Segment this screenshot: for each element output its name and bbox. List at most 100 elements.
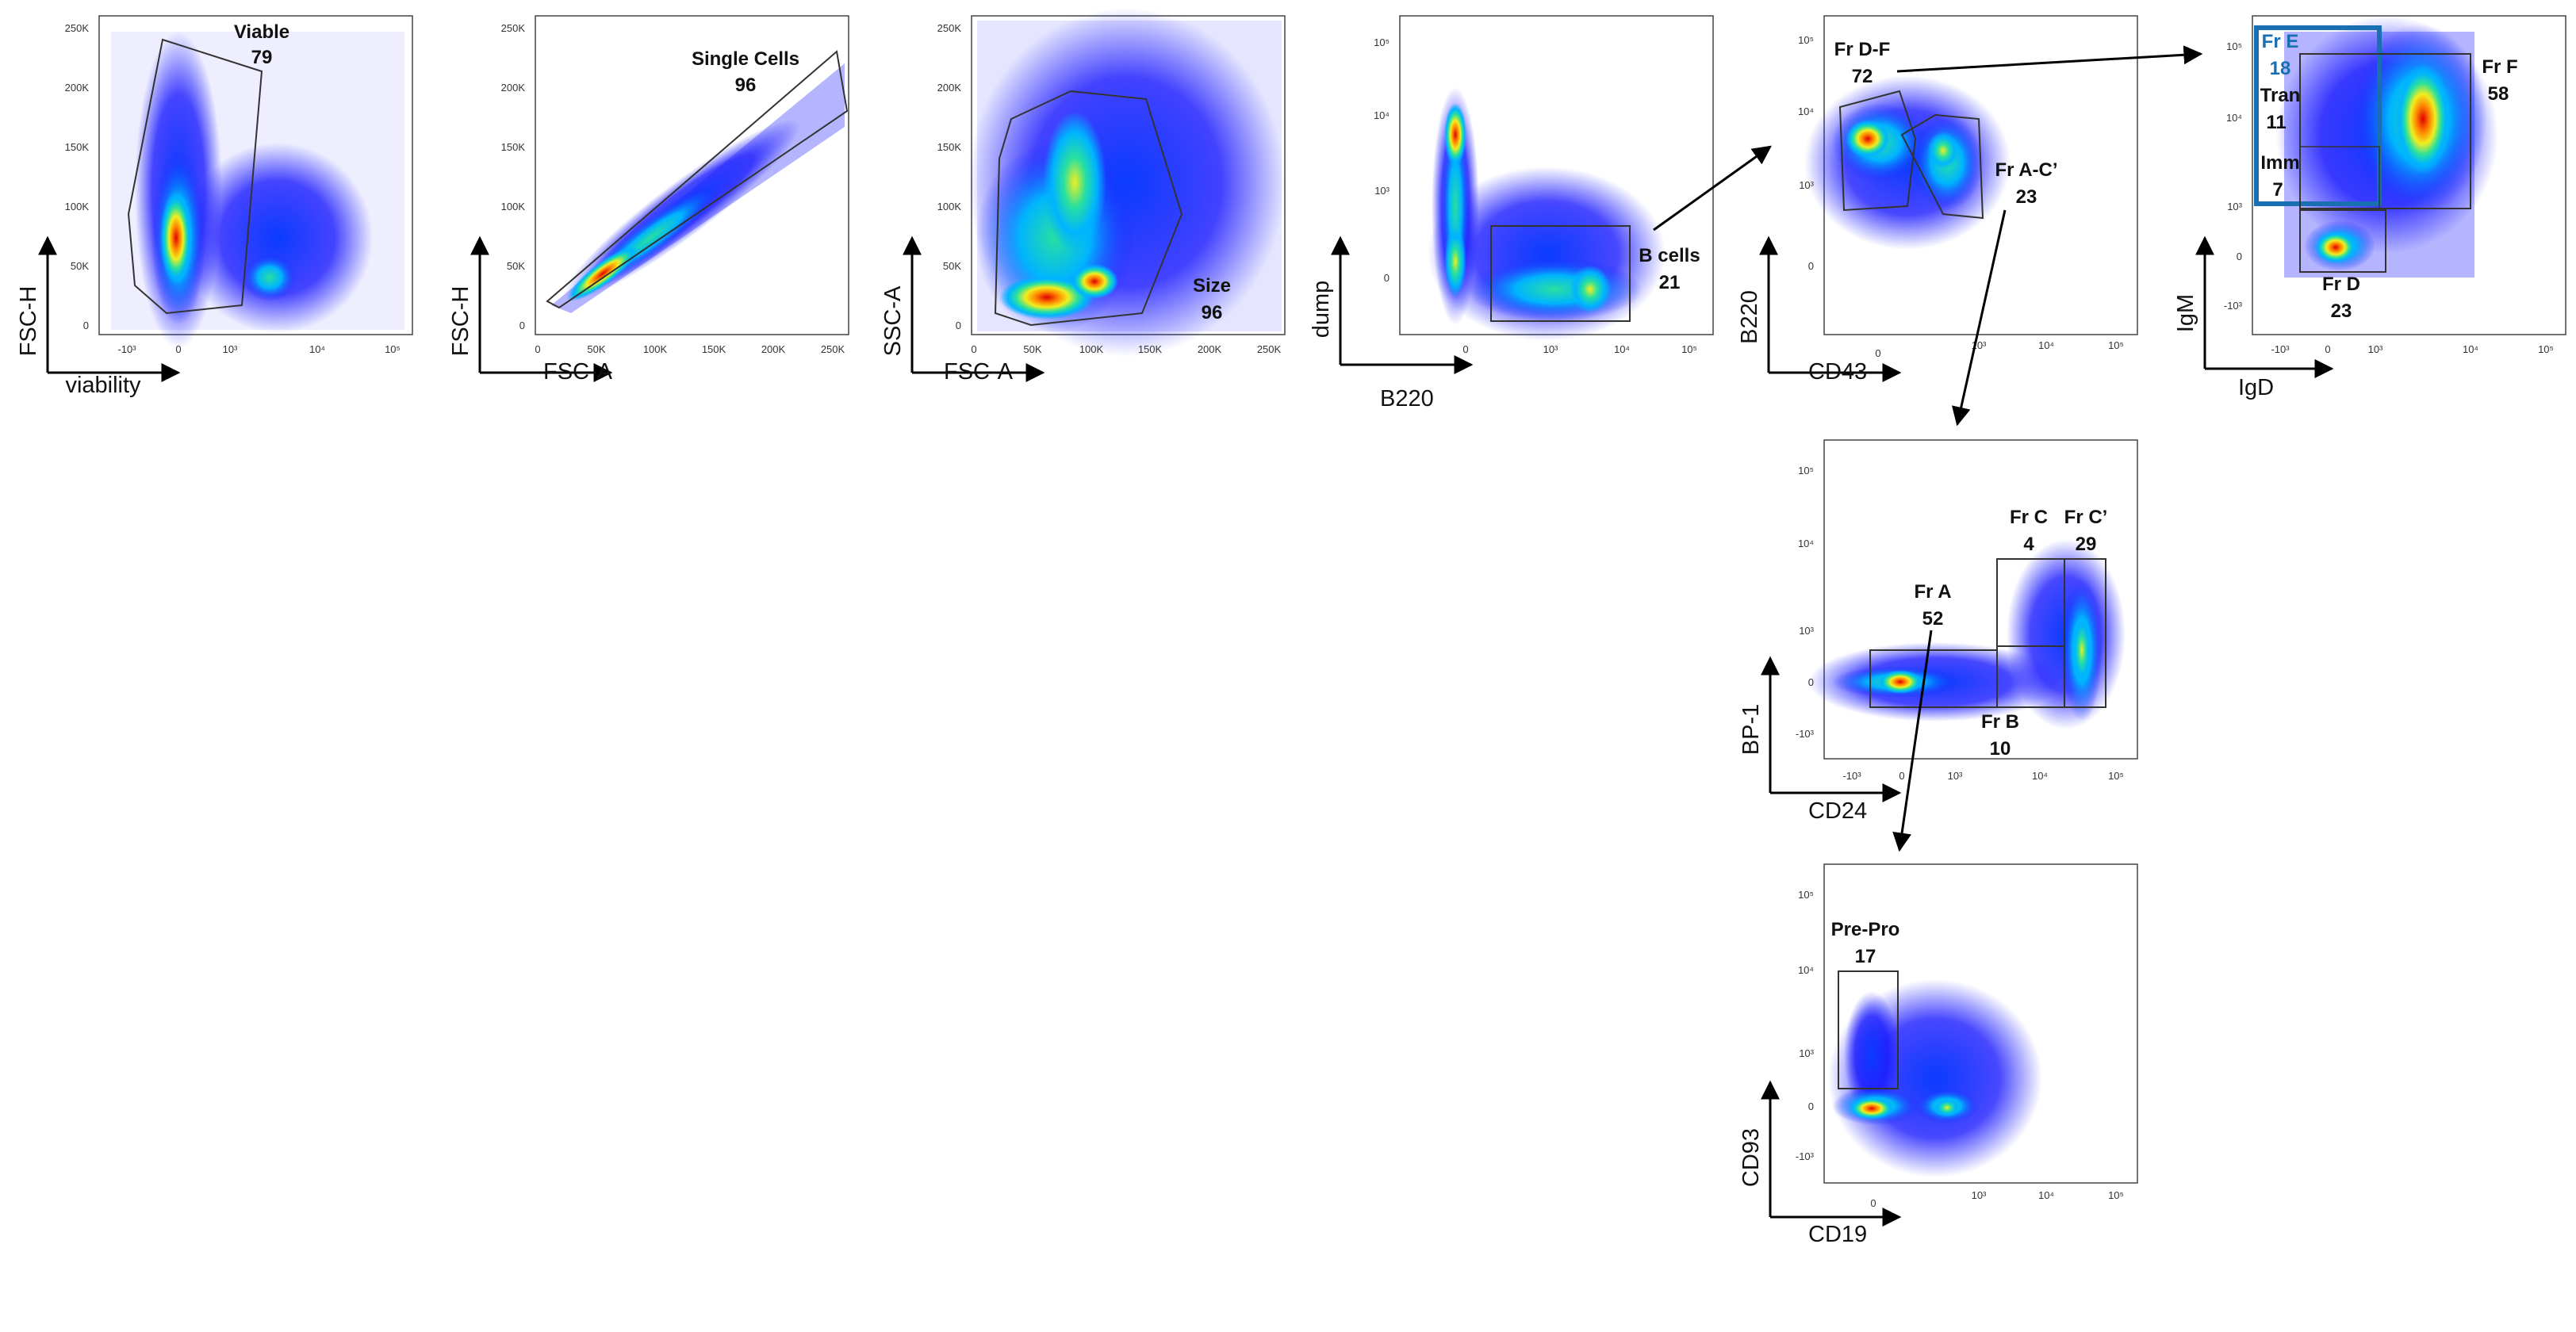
y-tick: 10⁵ bbox=[1798, 889, 1814, 901]
panel-b220-dump: B cells 21 0 10³ 10⁴ 10⁵ 0 10³ 10⁴ 10⁵ d… bbox=[1309, 15, 1714, 411]
x-tick: 10³ bbox=[1543, 343, 1558, 355]
gate-label-fr-e: Fr E bbox=[2262, 31, 2299, 52]
y-tick: 0 bbox=[1384, 272, 1390, 284]
x-tick: 50K bbox=[1023, 343, 1041, 355]
y-axis-label: FSC-H bbox=[16, 286, 41, 357]
x-tick: 0 bbox=[1462, 343, 1468, 355]
y-axis-label: SSC-A bbox=[880, 285, 906, 356]
panel-fsca-fsch: Single Cells 96 0 50K 100K 150K 200K 250… bbox=[448, 15, 849, 385]
y-tick: 250K bbox=[501, 22, 526, 34]
panel-cd24-bp1: Fr A 52 Fr B 10 Fr C 4 Fr C’ 29 -10³ 0 1… bbox=[1738, 439, 2138, 824]
x-tick: 250K bbox=[821, 343, 845, 355]
x-tick: -10³ bbox=[117, 343, 136, 355]
x-tick: 0 bbox=[175, 343, 181, 355]
y-tick: 50K bbox=[71, 260, 89, 272]
density-cloud bbox=[968, 8, 1285, 357]
x-tick-labels: -10³ 0 10³ 10⁴ 10⁵ bbox=[117, 343, 400, 355]
panel-cd19-cd93: Pre-Pro 17 -10³ 0 10³ 10⁴ 10⁵ 0 10³ 10⁴ … bbox=[1738, 863, 2138, 1247]
y-tick: 10³ bbox=[1799, 179, 1814, 191]
x-tick: 150K bbox=[1138, 343, 1163, 355]
y-tick: 150K bbox=[65, 141, 90, 153]
y-axis-label: B220 bbox=[1737, 290, 1762, 344]
y-tick: 200K bbox=[937, 82, 962, 94]
x-axis-label: CD19 bbox=[1808, 1222, 1867, 1247]
y-tick-labels: 0 10³ 10⁴ 10⁵ bbox=[1798, 34, 1815, 272]
gate-label-fr-c: Fr C bbox=[2010, 507, 2048, 528]
y-tick: 10⁵ bbox=[2226, 40, 2242, 52]
y-tick: 10³ bbox=[2227, 201, 2242, 212]
gate-b-cells bbox=[1490, 225, 1631, 322]
x-tick: 200K bbox=[761, 343, 786, 355]
x-tick: 10⁵ bbox=[1681, 343, 1697, 355]
x-tick: 10⁴ bbox=[2032, 770, 2048, 782]
panel-cd43-b220: Fr D-F 72 Fr A-C’ 23 0 10³ 10⁴ 10⁵ 0 10³… bbox=[1737, 15, 2138, 385]
x-tick: 10⁵ bbox=[2538, 343, 2554, 355]
panel-fsca-ssca: Size 96 0 50K 100K 150K 200K 250K 0 50K … bbox=[880, 8, 1286, 385]
gate-label-fr-a: Fr A bbox=[1914, 581, 1951, 603]
gate-label-fr-d-f: Fr D-F bbox=[1834, 39, 1891, 60]
gate-value-pre-pro: 17 bbox=[1855, 946, 1876, 967]
density-cloud bbox=[111, 32, 404, 349]
y-tick: 10⁴ bbox=[1798, 105, 1814, 117]
y-tick-labels: 0 50K 100K 150K 200K 250K bbox=[65, 22, 90, 331]
y-tick: 100K bbox=[65, 201, 90, 212]
gate-value-viable: 79 bbox=[251, 47, 273, 68]
y-tick: 50K bbox=[507, 260, 525, 272]
x-tick-labels: 0 10³ 10⁴ 10⁵ bbox=[1870, 1189, 2124, 1209]
x-tick: 10⁴ bbox=[2038, 1189, 2054, 1201]
panel-viability-fsch: Viable 79 0 50K 100K 150K 200K 250K -10³… bbox=[16, 15, 413, 398]
x-tick-labels: 0 10³ 10⁴ 10⁵ bbox=[1875, 339, 2124, 359]
x-tick: -10³ bbox=[1842, 770, 1861, 782]
y-tick: 10⁴ bbox=[1798, 964, 1814, 976]
y-tick: 10⁵ bbox=[1798, 465, 1814, 477]
y-axis-label: FSC-H bbox=[448, 286, 473, 357]
x-axis-label: CD24 bbox=[1808, 798, 1867, 824]
y-tick: -10³ bbox=[1796, 728, 1815, 740]
gate-value-immature: 7 bbox=[2272, 179, 2283, 201]
x-tick: 0 bbox=[1870, 1197, 1876, 1209]
gate-pre-pro bbox=[1838, 970, 1899, 1089]
x-tick: -10³ bbox=[2271, 343, 2290, 355]
gate-value-fr-e: 18 bbox=[2270, 58, 2291, 79]
x-tick-labels: 0 50K 100K 150K 200K 250K bbox=[535, 343, 845, 355]
gate-value-single-cells: 96 bbox=[735, 75, 757, 96]
gate-label-size: Size bbox=[1193, 275, 1231, 297]
x-axis-label: IgD bbox=[2238, 375, 2274, 400]
y-tick: 0 bbox=[83, 320, 89, 331]
arrow-b-cells-to-cd43 bbox=[1653, 145, 1772, 232]
y-axis-label: dump bbox=[1309, 281, 1334, 339]
y-tick: 0 bbox=[956, 320, 961, 331]
x-tick: 10⁵ bbox=[385, 343, 401, 355]
gate-value-fr-b: 10 bbox=[1990, 738, 2011, 760]
gate-label-b-cells: B cells bbox=[1639, 245, 1700, 266]
y-tick: 50K bbox=[943, 260, 961, 272]
y-tick-labels: 0 50K 100K 150K 200K 250K bbox=[937, 22, 962, 331]
x-tick: 0 bbox=[1875, 347, 1880, 359]
density-cloud bbox=[1804, 75, 2011, 250]
x-tick: 200K bbox=[1198, 343, 1222, 355]
y-tick: 10³ bbox=[1374, 185, 1390, 197]
y-tick: 250K bbox=[65, 22, 90, 34]
gate-label-immature: Imm bbox=[2260, 152, 2299, 174]
gate-value-fr-c: 4 bbox=[2023, 534, 2034, 555]
x-tick: 10³ bbox=[223, 343, 238, 355]
gate-value-size: 96 bbox=[1202, 302, 1223, 323]
gate-fr-e-highlight bbox=[2254, 25, 2382, 206]
x-tick: 250K bbox=[1257, 343, 1282, 355]
gate-value-fr-a: 52 bbox=[1922, 608, 1944, 630]
y-axis-label: BP-1 bbox=[1738, 704, 1764, 755]
y-tick: 0 bbox=[519, 320, 525, 331]
x-tick-labels: 0 50K 100K 150K 200K 250K bbox=[971, 343, 1281, 355]
x-tick-labels: 0 10³ 10⁴ 10⁵ bbox=[1462, 343, 1697, 355]
y-tick-labels: 0 10³ 10⁴ 10⁵ bbox=[1374, 36, 1390, 284]
gate-label-fr-b: Fr B bbox=[1981, 711, 2019, 733]
y-tick: 10⁵ bbox=[1798, 34, 1814, 46]
gate-value-b-cells: 21 bbox=[1659, 272, 1681, 293]
y-tick: 10³ bbox=[1799, 625, 1814, 637]
gate-label-pre-pro: Pre-Pro bbox=[1831, 919, 1900, 940]
y-tick: 100K bbox=[501, 201, 526, 212]
gate-value-fr-f: 58 bbox=[2488, 83, 2509, 105]
plot-frame bbox=[1823, 863, 2138, 1184]
gate-fr-d bbox=[2299, 209, 2386, 273]
